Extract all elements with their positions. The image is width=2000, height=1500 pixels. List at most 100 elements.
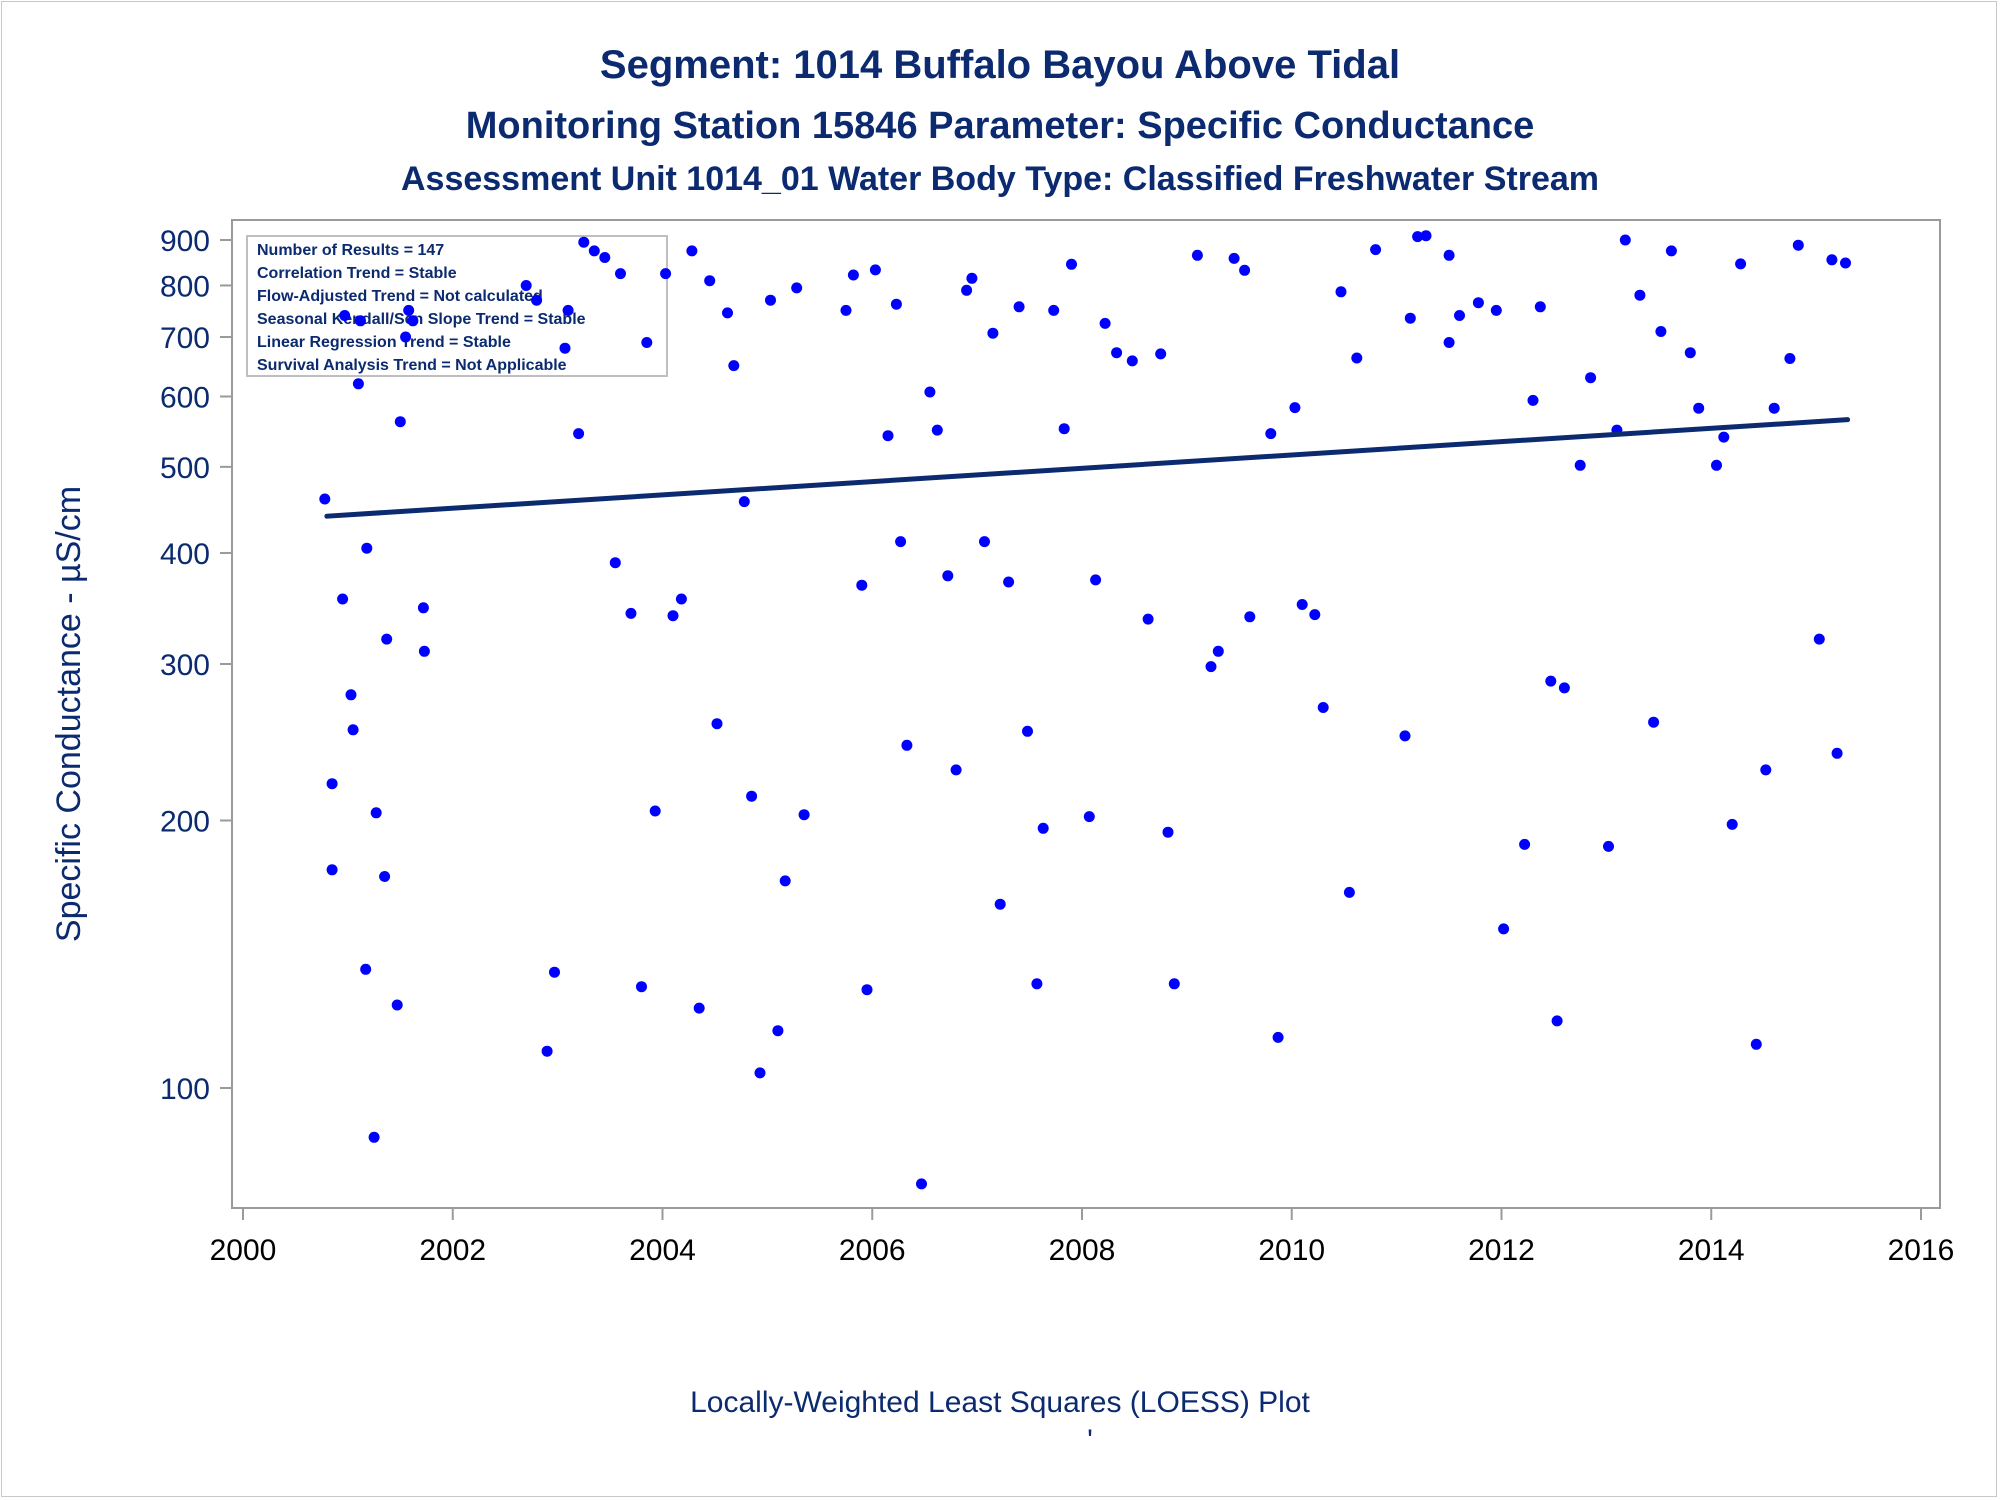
- data-point: [1404, 312, 1416, 324]
- data-point: [1840, 257, 1851, 269]
- data-point: [1296, 599, 1308, 610]
- data-point: [882, 430, 894, 442]
- data-point: [686, 245, 698, 257]
- data-point: [1013, 301, 1025, 313]
- data-point: [1412, 231, 1424, 243]
- x-tick-label: 2012: [1468, 1234, 1535, 1267]
- data-point: [326, 864, 338, 876]
- data-point: [1585, 372, 1597, 384]
- data-point: [370, 807, 382, 819]
- data-point: [1648, 716, 1660, 728]
- data-point: [1317, 702, 1329, 713]
- data-point: [942, 570, 954, 582]
- data-point: [1768, 402, 1780, 414]
- data-point: [1558, 682, 1570, 694]
- x-tick-label: 2014: [1678, 1234, 1745, 1267]
- data-point: [368, 1131, 380, 1143]
- data-point: [869, 264, 881, 276]
- data-point: [1289, 402, 1301, 414]
- x-tick-label: 2010: [1258, 1234, 1325, 1267]
- data-point: [1155, 348, 1167, 360]
- data-point: [641, 337, 653, 348]
- data-point: [1142, 613, 1154, 625]
- y-tick-label: 200: [160, 805, 210, 838]
- stats-survival-analysis-trend: Survival Analysis Trend = Not Applicable: [257, 357, 567, 374]
- data-point: [1735, 258, 1747, 270]
- data-point: [924, 386, 936, 398]
- chart-subtitle-station: Monitoring Station 15846 Parameter: Spec…: [466, 105, 1534, 147]
- data-point: [562, 304, 574, 316]
- data-point: [1545, 675, 1557, 687]
- data-point: [1760, 764, 1772, 776]
- y-tick-label: 100: [160, 1073, 210, 1106]
- data-point: [728, 360, 740, 372]
- data-point: [326, 778, 338, 790]
- data-point: [549, 966, 560, 978]
- y-axis: 100 200 300 400 500 600 700 800 900: [160, 225, 232, 1106]
- data-point: [1750, 1038, 1762, 1050]
- data-point: [588, 245, 600, 257]
- data-point: [895, 536, 907, 548]
- footer-mark: ': [1087, 1424, 1093, 1457]
- data-point: [1619, 234, 1631, 246]
- data-point: [987, 327, 999, 339]
- data-point: [1228, 252, 1240, 264]
- data-point: [861, 984, 873, 996]
- data-point: [1037, 822, 1049, 834]
- data-point: [407, 315, 419, 327]
- data-point: [1655, 326, 1667, 337]
- data-point: [1634, 289, 1646, 301]
- footer-caption: Locally-Weighted Least Squares (LOESS) P…: [690, 1386, 1310, 1419]
- stats-linear-regression-trend: Linear Regression Trend = Stable: [257, 334, 511, 351]
- data-points: [319, 230, 1851, 1190]
- data-point: [1519, 838, 1531, 850]
- data-point: [765, 294, 776, 306]
- data-point: [1711, 459, 1722, 471]
- data-point: [1831, 747, 1843, 759]
- data-point: [1784, 353, 1796, 364]
- x-tick-label: 2004: [629, 1234, 696, 1267]
- data-point: [916, 1178, 927, 1190]
- x-tick-label: 2016: [1888, 1234, 1955, 1267]
- data-point: [1191, 249, 1203, 261]
- data-point: [1244, 611, 1256, 623]
- data-point: [337, 593, 349, 605]
- data-point: [578, 236, 590, 248]
- data-point: [1335, 286, 1347, 298]
- y-tick-label: 500: [160, 452, 210, 485]
- data-point: [1090, 574, 1102, 586]
- data-point: [355, 315, 366, 327]
- data-point: [352, 378, 364, 390]
- x-tick-label: 2008: [1049, 1234, 1116, 1267]
- data-point: [649, 805, 661, 817]
- y-tick-label: 700: [160, 322, 210, 355]
- y-tick-label: 400: [160, 538, 210, 571]
- data-point: [1370, 244, 1382, 256]
- data-point: [1399, 730, 1411, 742]
- data-point: [1212, 645, 1224, 657]
- data-point: [711, 718, 723, 730]
- data-point: [704, 275, 716, 287]
- data-point: [979, 536, 990, 548]
- data-point: [1168, 978, 1180, 990]
- trend-line-group: [324, 417, 1851, 519]
- y-tick-label: 600: [160, 381, 210, 414]
- data-point: [738, 496, 750, 508]
- data-point: [840, 304, 852, 316]
- data-point: [1534, 301, 1546, 313]
- data-point: [1272, 1031, 1284, 1043]
- data-point: [1022, 725, 1033, 737]
- data-point: [1826, 254, 1838, 266]
- data-point: [1443, 337, 1455, 348]
- data-point: [1205, 661, 1217, 673]
- data-point: [950, 764, 962, 776]
- y-axis-label: Specific Conductance - µS/cm: [50, 486, 88, 942]
- data-point: [1343, 886, 1355, 898]
- y-tick-label: 900: [160, 225, 210, 258]
- data-point: [931, 424, 943, 436]
- data-point: [791, 282, 803, 294]
- x-tick-label: 2000: [210, 1234, 277, 1267]
- x-axis: 2000 2002 2004 2006 2008 2010 2012 2014 2016: [210, 1208, 1955, 1267]
- data-point: [403, 304, 415, 316]
